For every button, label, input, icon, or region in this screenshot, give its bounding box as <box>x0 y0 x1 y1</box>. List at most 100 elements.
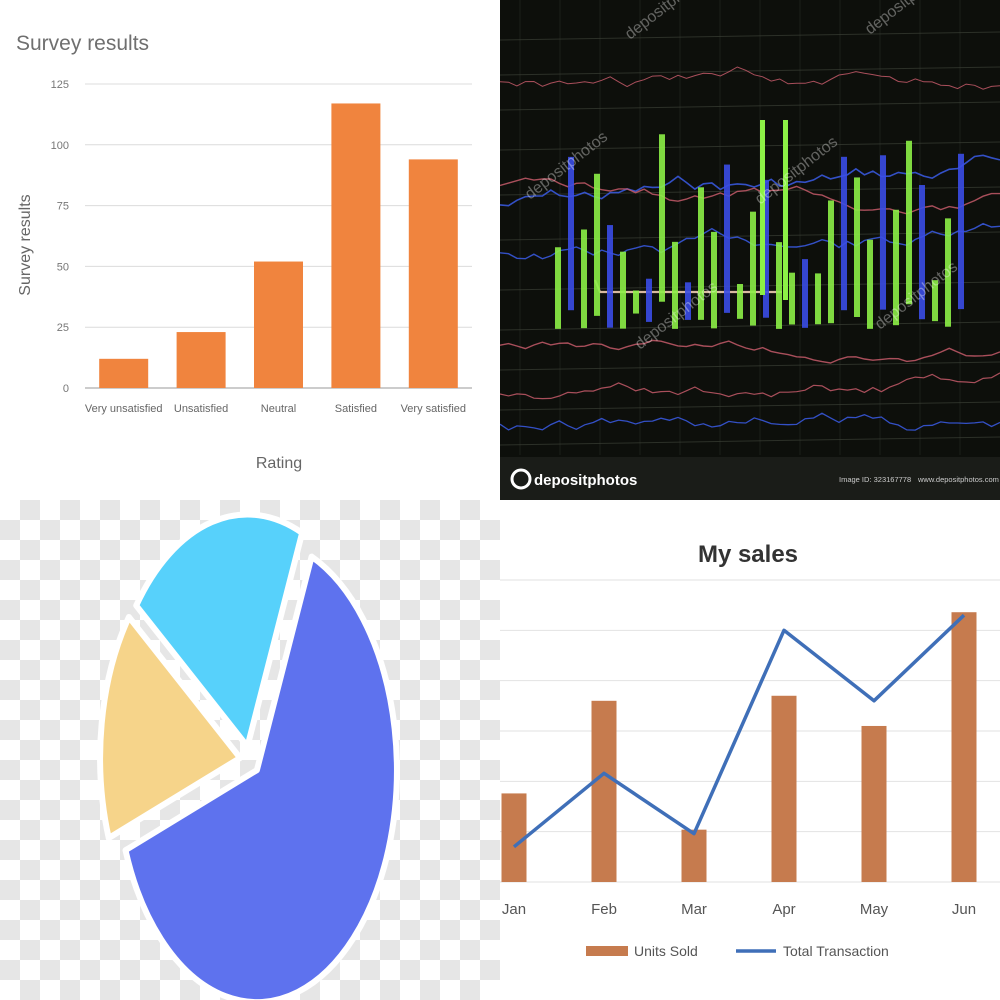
candle <box>581 229 587 329</box>
gridline <box>500 401 1000 411</box>
stock-chart-panel: depositphotos depositphotos depositphotos d… <box>500 0 1000 500</box>
bar <box>331 103 381 389</box>
legend-label: Total Transaction <box>783 943 889 959</box>
x-tick-label: Satisfied <box>335 403 377 415</box>
chart-title: Survey results <box>16 32 149 55</box>
bar <box>254 261 303 388</box>
footer-image-id: Image ID: 323167778 <box>839 475 911 484</box>
bar <box>408 159 458 388</box>
candle <box>854 177 860 317</box>
x-axis-label: Rating <box>256 455 302 472</box>
candle <box>659 134 665 302</box>
candle <box>711 231 717 329</box>
bar <box>951 612 977 882</box>
sales-chart-panel: My sales Jan Feb Mar Apr May Jun Units Sold Tota… <box>500 500 1000 1000</box>
candle <box>555 247 561 329</box>
survey-chart-panel: Survey results 0 25 50 75 100 125 Very unsatisf… <box>0 0 500 500</box>
gridline <box>500 101 1000 111</box>
footer-site: www.depositphotos.com <box>917 475 999 484</box>
candle <box>958 153 964 310</box>
candle <box>789 272 795 325</box>
series-line <box>500 66 1000 90</box>
candle <box>802 259 808 328</box>
bar <box>176 332 226 388</box>
gridline <box>500 141 1000 151</box>
x-tick-label: Feb <box>591 901 617 918</box>
candle <box>945 218 951 327</box>
candle <box>594 173 600 316</box>
y-tick-label: 75 <box>57 201 69 213</box>
candle <box>737 284 743 319</box>
y-tick-label: 125 <box>51 79 69 91</box>
candle <box>633 290 639 314</box>
x-tick-label: Mar <box>681 901 707 918</box>
series-line <box>500 154 1000 207</box>
bar <box>99 358 149 388</box>
candle <box>815 273 821 325</box>
candle <box>685 282 691 320</box>
gridline <box>500 66 1000 76</box>
series-line <box>593 279 782 294</box>
stock-market-chart: depositphotos depositphotosdepositphotosd… <box>500 0 1000 500</box>
survey-bar-chart: Survey results 0 25 50 75 100 125 Very unsatisf… <box>16 32 472 472</box>
y-axis-label: Survey results <box>17 194 34 295</box>
footer-bar <box>500 457 1000 500</box>
candle <box>932 280 938 322</box>
candle <box>646 278 652 322</box>
x-tick-label: Apr <box>772 901 795 918</box>
x-tick-label: Jan <box>502 901 526 918</box>
pie-chart-panel <box>0 500 500 1000</box>
gridline <box>500 31 1000 41</box>
candle <box>760 120 765 295</box>
series-line <box>512 613 966 849</box>
candle <box>828 200 834 324</box>
candle <box>607 225 613 328</box>
candle <box>763 179 769 318</box>
gridline <box>500 321 1000 331</box>
candle <box>672 241 678 329</box>
bar <box>681 829 707 882</box>
bar <box>771 695 797 882</box>
y-tick-label: 25 <box>57 322 69 334</box>
series-line <box>500 372 1000 400</box>
candle <box>568 156 574 311</box>
pie-chart <box>97 511 400 1000</box>
footer-brand: depositphotos <box>534 472 637 489</box>
legend-swatch <box>586 946 628 956</box>
gridline <box>500 361 1000 371</box>
x-tick-label: May <box>860 901 889 918</box>
candle <box>620 251 626 329</box>
series-line <box>500 412 1000 431</box>
bar <box>501 793 527 882</box>
candle <box>783 120 788 300</box>
x-tick-label: Very satisfied <box>401 403 466 415</box>
candle <box>867 239 873 329</box>
candle <box>776 242 782 329</box>
y-tick-label: 0 <box>63 383 69 395</box>
series-line <box>500 177 1000 215</box>
candle <box>698 187 704 320</box>
x-tick-label: Jun <box>952 901 976 918</box>
pie-slice <box>133 511 306 750</box>
chart-title: My sales <box>698 541 798 568</box>
candle <box>880 155 886 310</box>
x-tick-label: Neutral <box>261 403 296 415</box>
candle <box>841 156 847 311</box>
gridline <box>500 436 1000 446</box>
candle <box>724 164 730 313</box>
sales-combo-chart: My sales Jan Feb Mar Apr May Jun Units Sold Tota… <box>500 541 1000 959</box>
candle <box>750 211 756 326</box>
pie-slice <box>122 553 400 1000</box>
pie-slice <box>97 613 244 842</box>
series-line <box>500 339 1000 364</box>
y-tick-label: 50 <box>57 261 69 273</box>
legend-label: Units Sold <box>634 943 698 959</box>
brand-logo-icon <box>510 468 532 490</box>
bar <box>861 725 887 882</box>
x-tick-label: Very unsatisfied <box>85 403 163 415</box>
x-tick-label: Unsatisfied <box>174 403 228 415</box>
candle <box>893 209 899 326</box>
candle <box>919 185 925 320</box>
candle <box>906 140 912 305</box>
bar <box>591 700 617 882</box>
